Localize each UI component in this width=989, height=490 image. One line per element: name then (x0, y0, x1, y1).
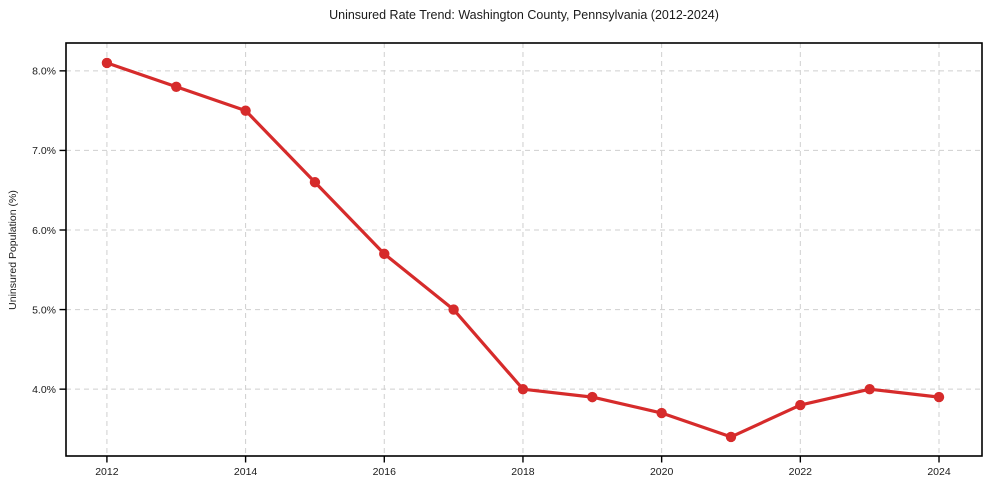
data-point (309, 177, 321, 188)
x-tick-label: 2014 (234, 466, 258, 478)
chart-title: Uninsured Rate Trend: Washington County,… (329, 8, 719, 22)
data-point (448, 304, 459, 315)
data-point (587, 391, 598, 403)
x-tick-label: 2024 (927, 466, 951, 478)
data-point (725, 431, 737, 443)
data-point (517, 383, 529, 395)
y-tick-label: 7.0% (32, 145, 56, 157)
x-tick-label: 2016 (373, 466, 397, 478)
data-point (379, 248, 390, 260)
y-tick-label: 8.0% (32, 66, 56, 78)
data-point (864, 383, 875, 395)
y-tick-label: 6.0% (32, 225, 56, 237)
x-tick-label: 2022 (789, 466, 813, 478)
x-tick-label: 2018 (511, 466, 535, 478)
plot-border (65, 42, 983, 457)
x-tick-label: 2020 (650, 466, 674, 478)
y-tick-label: 5.0% (32, 304, 56, 316)
y-tick-label: 4.0% (32, 384, 56, 396)
data-point (171, 81, 182, 92)
x-tick-label: 2012 (95, 466, 119, 478)
data-point (795, 399, 806, 411)
data-point (101, 57, 113, 69)
data-point (933, 391, 945, 403)
data-point (240, 105, 251, 116)
data-point (656, 407, 667, 419)
